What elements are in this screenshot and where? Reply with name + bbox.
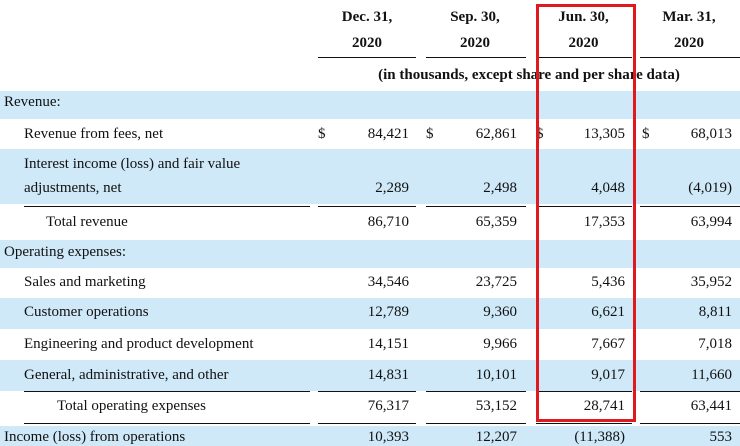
col-header-line1: Jun. 30,: [558, 9, 609, 25]
header-underline: [318, 57, 416, 58]
cell-sep: 65,359: [475, 214, 517, 230]
currency-symbol: $: [536, 126, 544, 142]
row-label: Sales and marketing: [24, 274, 146, 290]
cell-jun: (11,388): [574, 429, 625, 445]
cell-mar: 553: [709, 429, 733, 445]
cell-sep: 2,498: [483, 180, 517, 196]
cell-mar: 8,811: [698, 304, 732, 320]
cell-dec: 14,831: [367, 367, 409, 383]
interest-income-row: Interest income (loss) and fair value ad…: [0, 149, 740, 204]
cell-dec: 34,546: [367, 274, 409, 290]
general-admin-row: General, administrative, and other 14,83…: [0, 360, 740, 391]
subtotal-rule: [318, 391, 416, 392]
subtotal-rule: [536, 423, 632, 424]
col-header-line2: 2020: [674, 35, 704, 51]
cell-mar: 63,994: [690, 214, 732, 230]
cell-jun: 5,436: [591, 274, 625, 290]
row-label: Revenue:: [4, 94, 61, 110]
currency-symbol: $: [642, 126, 650, 142]
opex-header-row: Operating expenses:: [0, 240, 740, 268]
cell-jun: 6,621: [591, 304, 625, 320]
subtotal-rule: [24, 206, 310, 207]
customer-ops-row: Customer operations 12,789 9,360 6,621 8…: [0, 298, 740, 329]
cell-sep: 12,207: [475, 429, 517, 445]
cell-dec: 14,151: [367, 336, 409, 352]
subtotal-rule: [640, 423, 740, 424]
subtotal-rule: [536, 206, 632, 207]
row-label: Total operating expenses: [57, 398, 206, 414]
cell-dec: 84,421: [367, 126, 409, 142]
cell-jun: 13,305: [583, 126, 625, 142]
cell-jun: 17,353: [583, 214, 625, 230]
subtotal-rule: [24, 423, 310, 424]
cell-jun: 4,048: [591, 180, 625, 196]
row-label: Total revenue: [46, 214, 128, 230]
cell-sep: 53,152: [475, 398, 517, 414]
row-label: Income (loss) from operations: [4, 429, 186, 445]
subtotal-rule: [640, 391, 740, 392]
unit-note: (in thousands, except share and per shar…: [378, 67, 680, 83]
total-revenue-row: Total revenue 86,710 65,359 17,353 63,99…: [0, 208, 740, 238]
subtotal-rule: [318, 423, 416, 424]
cell-sep: 62,861: [475, 126, 517, 142]
col-header-line1: Dec. 31,: [341, 9, 393, 25]
currency-symbol: $: [426, 126, 434, 142]
subtotal-rule: [24, 391, 310, 392]
row-label: Engineering and product development: [24, 336, 254, 352]
row-label-line1: Interest income (loss) and fair value: [24, 156, 241, 172]
currency-symbol: $: [318, 126, 326, 142]
engineering-row: Engineering and product development 14,1…: [0, 329, 740, 360]
cell-dec: 2,289: [375, 180, 409, 196]
cell-sep: 9,360: [483, 304, 517, 320]
cell-jun: 7,667: [591, 336, 625, 352]
highlight-box: [536, 4, 636, 422]
col-header-line2: 2020: [352, 35, 382, 51]
sales-marketing-row: Sales and marketing 34,546 23,725 5,436 …: [0, 268, 740, 298]
cell-sep: 9,966: [483, 336, 517, 352]
subtotal-rule: [318, 206, 416, 207]
header-underline: [536, 57, 632, 58]
cell-dec: 76,317: [367, 398, 409, 414]
col-header-line2: 2020: [460, 35, 490, 51]
cell-mar: 68,013: [690, 126, 732, 142]
cell-mar: (4,019): [688, 180, 732, 196]
cell-sep: 10,101: [475, 367, 517, 383]
cell-mar: 63,441: [690, 398, 732, 414]
cell-dec: 10,393: [367, 429, 409, 445]
income-ops-row: Income (loss) from operations 10,393 12,…: [0, 426, 740, 446]
col-header-line1: Mar. 31,: [662, 9, 716, 25]
col-header-sep-30: Sep. 30, 2020: [426, 7, 524, 53]
col-header-line2: 2020: [568, 35, 599, 51]
cell-jun: 28,741: [583, 398, 625, 414]
col-header-dec-31: Dec. 31, 2020: [318, 7, 416, 53]
cell-jun: 9,017: [591, 367, 625, 383]
cell-mar: 11,660: [691, 367, 732, 383]
row-label: General, administrative, and other: [24, 367, 229, 383]
revenue-fees-row: Revenue from fees, net $ 84,421 $ 62,861…: [0, 119, 740, 149]
total-opex-row: Total operating expenses 76,317 53,152 2…: [0, 393, 740, 423]
row-label-line2: adjustments, net: [24, 180, 122, 196]
header-underline: [640, 57, 740, 58]
cell-mar: 35,952: [690, 274, 732, 290]
subtotal-rule: [640, 206, 740, 207]
subtotal-rule: [426, 391, 526, 392]
col-header-mar-31: Mar. 31, 2020: [640, 7, 738, 53]
col-header-jun-30: Jun. 30, 2020: [536, 7, 631, 53]
row-label: Operating expenses:: [4, 244, 127, 260]
row-label: Customer operations: [24, 304, 149, 320]
row-label: Revenue from fees, net: [24, 126, 164, 142]
cell-mar: 7,018: [698, 336, 732, 352]
col-header-line1: Sep. 30,: [450, 9, 500, 25]
cell-dec: 12,789: [367, 304, 409, 320]
subtotal-rule: [536, 391, 632, 392]
header-underline: [426, 57, 526, 58]
cell-sep: 23,725: [475, 274, 517, 290]
cell-dec: 86,710: [367, 214, 409, 230]
revenue-header-row: Revenue:: [0, 91, 740, 119]
subtotal-rule: [426, 423, 526, 424]
subtotal-rule: [426, 206, 526, 207]
